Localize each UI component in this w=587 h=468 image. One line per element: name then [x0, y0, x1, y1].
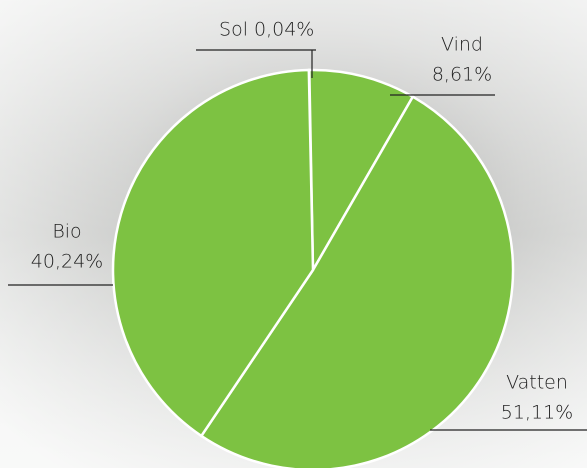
- pie: [113, 70, 513, 468]
- slice-value-label: 8,61%: [432, 64, 492, 86]
- slice-value-label: 0,04%: [254, 19, 314, 41]
- page: {"chart_data": {"type": "pie", "categori…: [0, 0, 587, 468]
- chart: Sol 0,04% Vind 8,61% Vatten 51,11% Bio 40,24%: [0, 0, 587, 468]
- slice-value-label: 51,11%: [501, 402, 573, 424]
- slice-label: Vind: [441, 34, 483, 56]
- slice-label: Bio: [52, 221, 81, 243]
- slice-value-label: 40,24%: [31, 251, 103, 273]
- slice-label: Sol: [219, 19, 248, 41]
- slice-label: Vatten: [506, 372, 568, 394]
